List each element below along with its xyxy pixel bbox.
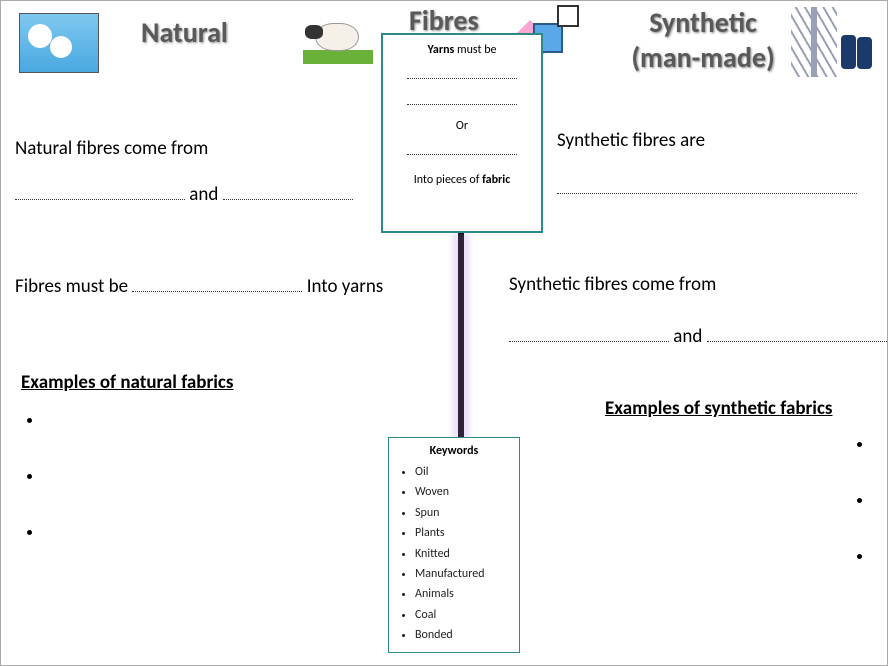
keyword-item: Animals xyxy=(415,584,511,604)
synthetic-blank-3 xyxy=(707,328,887,342)
examples-natural-heading: Examples of natural fabrics xyxy=(21,371,233,394)
keyword-item: Knitted xyxy=(415,544,511,564)
synthetic-from-blanks: and xyxy=(509,325,887,348)
cotton-clipart xyxy=(19,13,99,73)
synthetic-from-label: Synthetic fibres come from xyxy=(509,273,716,296)
natural-blank-2 xyxy=(223,186,353,200)
keyword-item: Plants xyxy=(415,523,511,543)
yarns-box: Yarns must be Or Into pieces of fabric xyxy=(381,33,543,233)
keyword-item: Spun xyxy=(415,503,511,523)
fibres-pre: Fibres must be xyxy=(15,275,132,298)
natural-from-blanks: and xyxy=(15,183,353,206)
synthetic-are-blank-row xyxy=(557,177,857,200)
sheep-clipart xyxy=(303,9,373,64)
keyword-item: Woven xyxy=(415,482,511,502)
keywords-list: OilWovenSpunPlantsKnittedManufacturedAni… xyxy=(397,462,511,646)
yarns-or: Or xyxy=(393,119,531,133)
yarns-title-rest: must be xyxy=(454,43,496,57)
keyword-item: Oil xyxy=(415,462,511,482)
yarns-footer-pre: Into pieces of xyxy=(414,173,482,187)
natural-blank-1 xyxy=(15,186,185,200)
keywords-heading: Keywords xyxy=(397,444,511,458)
natural-from-label: Natural fibres come from xyxy=(15,137,208,160)
synthetic-are-label: Synthetic fibres are xyxy=(557,129,705,152)
fibres-post: Into yarns xyxy=(302,275,383,298)
yarns-title: Yarns must be xyxy=(393,43,531,57)
yarns-footer-bold: fabric xyxy=(482,173,510,187)
connector-line xyxy=(458,233,464,443)
keyword-item: Manufactured xyxy=(415,564,511,584)
keyword-item: Coal xyxy=(415,605,511,625)
oil-workers-clipart xyxy=(785,7,875,77)
heading-synthetic-l2: (man-made) xyxy=(631,40,774,75)
yarns-blank-3 xyxy=(407,143,517,155)
synthetic-blank-2 xyxy=(509,328,669,342)
heading-synthetic-l1: Synthetic xyxy=(649,5,757,40)
fibres-blank xyxy=(132,278,302,292)
yarns-title-bold: Yarns xyxy=(427,43,454,57)
examples-synthetic-list xyxy=(851,435,873,603)
synthetic-and: and xyxy=(669,325,707,348)
synthetic-blank-1 xyxy=(557,180,857,194)
examples-natural-list xyxy=(21,411,43,579)
natural-and: and xyxy=(185,183,223,206)
yarns-footer: Into pieces of fabric xyxy=(393,173,531,187)
heading-synthetic: Synthetic (man-made) xyxy=(613,5,793,75)
keywords-box: Keywords OilWovenSpunPlantsKnittedManufa… xyxy=(388,437,520,653)
fibres-must-be: Fibres must be Into yarns xyxy=(15,275,383,298)
keyword-item: Bonded xyxy=(415,625,511,645)
yarns-blank-1 xyxy=(407,67,517,79)
heading-natural: Natural xyxy=(141,15,228,50)
yarns-blank-2 xyxy=(407,93,517,105)
examples-synthetic-heading: Examples of synthetic fabrics xyxy=(605,397,833,420)
